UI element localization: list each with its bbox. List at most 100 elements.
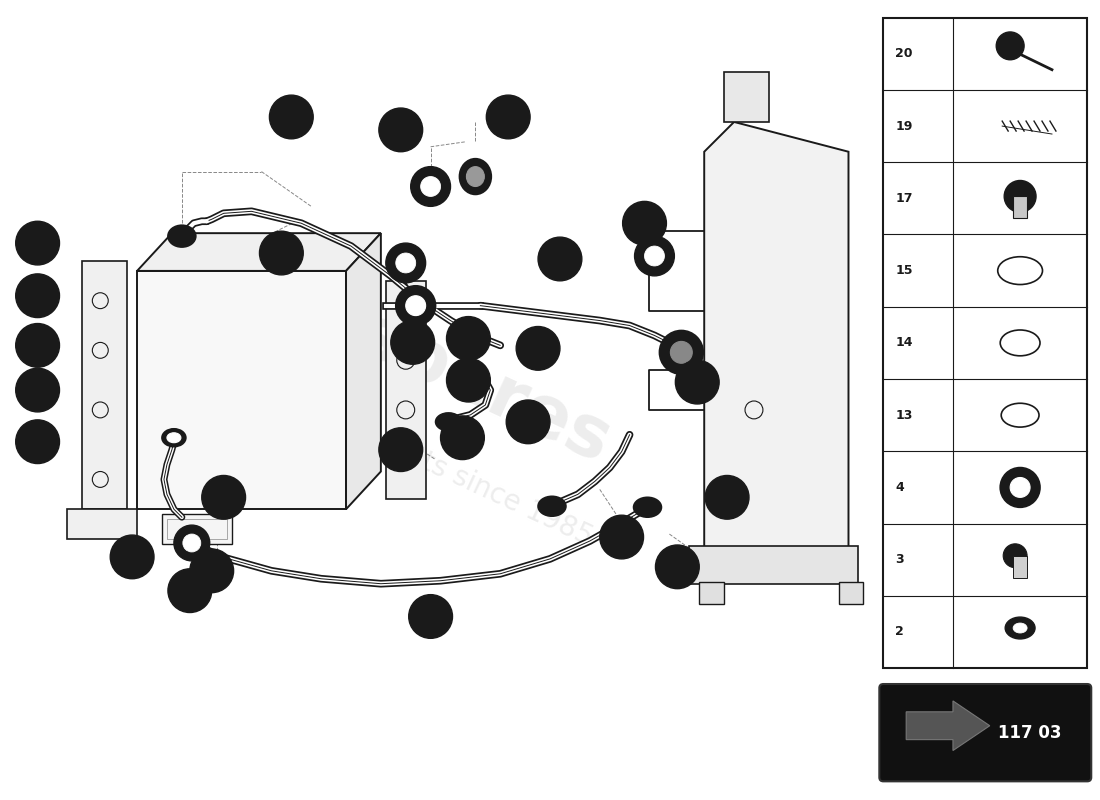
Circle shape xyxy=(410,166,451,206)
Ellipse shape xyxy=(460,158,492,194)
Ellipse shape xyxy=(167,433,180,442)
Polygon shape xyxy=(704,122,848,549)
Circle shape xyxy=(174,525,210,561)
FancyBboxPatch shape xyxy=(879,684,1091,782)
Circle shape xyxy=(675,360,719,404)
Circle shape xyxy=(406,296,426,315)
Polygon shape xyxy=(138,271,346,510)
Polygon shape xyxy=(906,701,990,750)
Circle shape xyxy=(15,274,59,318)
Circle shape xyxy=(645,246,664,266)
Text: 4: 4 xyxy=(895,481,904,494)
Bar xyxy=(690,546,858,584)
Text: 13: 13 xyxy=(182,584,198,597)
Circle shape xyxy=(378,428,422,471)
Bar xyxy=(883,18,1087,668)
Text: a passion for parts since 1985: a passion for parts since 1985 xyxy=(205,348,597,551)
Circle shape xyxy=(997,32,1024,60)
Circle shape xyxy=(1000,467,1040,507)
Circle shape xyxy=(409,594,452,638)
Circle shape xyxy=(516,326,560,370)
Text: 16: 16 xyxy=(500,110,516,123)
Polygon shape xyxy=(346,233,381,510)
Circle shape xyxy=(168,569,211,613)
Text: 10: 10 xyxy=(422,610,439,623)
Text: 6: 6 xyxy=(33,290,42,302)
Text: 9: 9 xyxy=(220,491,228,504)
Circle shape xyxy=(396,286,436,326)
Ellipse shape xyxy=(162,429,186,446)
Text: 15: 15 xyxy=(895,264,913,277)
Circle shape xyxy=(600,515,643,559)
Circle shape xyxy=(1010,478,1030,498)
Circle shape xyxy=(1004,181,1036,212)
Circle shape xyxy=(183,534,201,552)
Polygon shape xyxy=(67,510,138,539)
Circle shape xyxy=(378,108,422,152)
Circle shape xyxy=(190,549,233,593)
Text: 7: 7 xyxy=(208,564,216,578)
Bar xyxy=(700,582,724,603)
Circle shape xyxy=(506,400,550,444)
Text: 20: 20 xyxy=(30,237,46,250)
Text: 2: 2 xyxy=(33,339,42,352)
Text: 3: 3 xyxy=(128,550,136,563)
Text: 20: 20 xyxy=(895,47,913,60)
Circle shape xyxy=(635,236,674,276)
Text: 8: 8 xyxy=(723,491,732,504)
Circle shape xyxy=(15,222,59,265)
Ellipse shape xyxy=(168,226,196,247)
Ellipse shape xyxy=(1005,617,1035,639)
Text: 15: 15 xyxy=(669,560,685,574)
Text: 4: 4 xyxy=(33,383,42,397)
Text: 4: 4 xyxy=(464,332,473,345)
Circle shape xyxy=(623,202,667,245)
Ellipse shape xyxy=(1013,623,1027,633)
Circle shape xyxy=(441,416,484,459)
Text: 3: 3 xyxy=(640,217,649,230)
Text: 3: 3 xyxy=(33,435,42,448)
Circle shape xyxy=(1003,544,1027,568)
Bar xyxy=(1013,556,1027,578)
Text: 5: 5 xyxy=(397,443,405,456)
Bar xyxy=(724,72,769,122)
Text: 3: 3 xyxy=(397,123,405,136)
Text: 14: 14 xyxy=(895,336,913,350)
Text: 18: 18 xyxy=(454,431,471,444)
Text: eurospares: eurospares xyxy=(179,222,623,478)
Bar xyxy=(838,582,864,603)
Circle shape xyxy=(15,420,59,463)
Circle shape xyxy=(15,368,59,412)
Ellipse shape xyxy=(634,498,661,517)
Circle shape xyxy=(538,237,582,281)
Circle shape xyxy=(110,535,154,578)
Circle shape xyxy=(447,317,491,360)
Circle shape xyxy=(420,177,441,197)
Text: 20: 20 xyxy=(530,342,547,355)
Polygon shape xyxy=(138,233,381,271)
Circle shape xyxy=(201,475,245,519)
Text: 19: 19 xyxy=(520,415,537,428)
Circle shape xyxy=(486,95,530,139)
Text: 2: 2 xyxy=(464,374,473,386)
Text: 14: 14 xyxy=(689,376,705,389)
Text: 17: 17 xyxy=(895,192,913,205)
Text: 2: 2 xyxy=(895,626,904,638)
Circle shape xyxy=(670,342,692,363)
Circle shape xyxy=(396,253,416,273)
Circle shape xyxy=(447,358,491,402)
Text: 17: 17 xyxy=(614,530,630,543)
Circle shape xyxy=(386,243,426,283)
Ellipse shape xyxy=(466,166,484,186)
Circle shape xyxy=(260,231,304,275)
Polygon shape xyxy=(386,281,426,499)
Text: 13: 13 xyxy=(405,336,421,349)
Circle shape xyxy=(659,330,703,374)
Polygon shape xyxy=(162,514,232,544)
Polygon shape xyxy=(82,261,128,510)
Circle shape xyxy=(270,95,314,139)
Text: 117 03: 117 03 xyxy=(999,724,1062,742)
Text: 1: 1 xyxy=(277,246,285,259)
Ellipse shape xyxy=(538,496,565,516)
Bar xyxy=(1013,196,1027,218)
